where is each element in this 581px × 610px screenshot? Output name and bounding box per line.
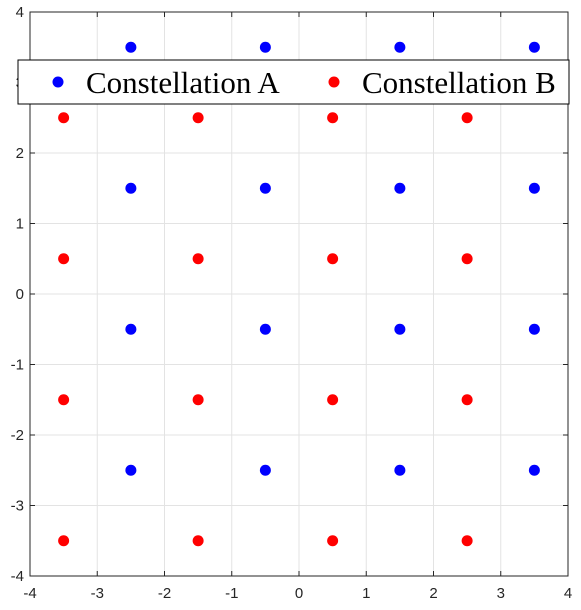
point-constellation-a: [394, 182, 406, 194]
point-constellation-a: [259, 182, 271, 194]
point-constellation-a: [394, 464, 406, 476]
y-tick-label: 4: [16, 4, 24, 21]
legend-box: [17, 59, 570, 105]
point-constellation-b: [192, 394, 204, 406]
point-constellation-a: [125, 41, 137, 53]
point-constellation-b: [58, 253, 70, 265]
legend-marker-constellation-b: [328, 76, 340, 88]
y-tick-label: -4: [11, 568, 24, 585]
legend-label-constellation-a: Constellation A: [86, 65, 280, 100]
point-constellation-b: [461, 253, 473, 265]
x-tick-label: -2: [158, 585, 171, 602]
data-points: [58, 41, 540, 547]
x-tick-label: -3: [91, 585, 104, 602]
point-constellation-a: [259, 41, 271, 53]
point-constellation-b: [327, 112, 339, 124]
point-constellation-b: [192, 535, 204, 547]
point-constellation-b: [58, 112, 70, 124]
point-constellation-a: [125, 323, 137, 335]
point-constellation-b: [327, 535, 339, 547]
point-constellation-b: [58, 394, 70, 406]
y-tick-label: 2: [16, 145, 24, 162]
point-constellation-a: [528, 464, 540, 476]
x-tick-label: -4: [23, 585, 36, 602]
point-constellation-b: [192, 253, 204, 265]
point-constellation-b: [461, 535, 473, 547]
x-tick-label: 2: [429, 585, 437, 602]
y-tick-label: -1: [11, 357, 24, 374]
x-tick-label: 1: [362, 585, 370, 602]
y-tick-label: -3: [11, 498, 24, 515]
point-constellation-b: [327, 394, 339, 406]
point-constellation-a: [394, 323, 406, 335]
y-tick-label: 1: [16, 216, 24, 233]
point-constellation-a: [125, 182, 137, 194]
x-tick-label: -1: [225, 585, 238, 602]
point-constellation-b: [192, 112, 204, 124]
point-constellation-b: [461, 394, 473, 406]
point-constellation-a: [259, 464, 271, 476]
point-constellation-b: [461, 112, 473, 124]
x-tick-label: 0: [295, 585, 303, 602]
point-constellation-a: [259, 323, 271, 335]
x-tick-label: 4: [564, 585, 572, 602]
y-tick-label: -2: [11, 427, 24, 444]
legend-label-constellation-b: Constellation B: [362, 65, 556, 100]
point-constellation-a: [528, 41, 540, 53]
point-constellation-a: [394, 41, 406, 53]
point-constellation-a: [528, 182, 540, 194]
x-tick-label: 3: [497, 585, 505, 602]
legend-marker-constellation-a: [52, 76, 64, 88]
point-constellation-a: [125, 464, 137, 476]
point-constellation-a: [528, 323, 540, 335]
legend: Constellation A Constellation B: [17, 59, 570, 105]
y-tick-label: 0: [16, 286, 24, 303]
point-constellation-b: [327, 253, 339, 265]
point-constellation-b: [58, 535, 70, 547]
